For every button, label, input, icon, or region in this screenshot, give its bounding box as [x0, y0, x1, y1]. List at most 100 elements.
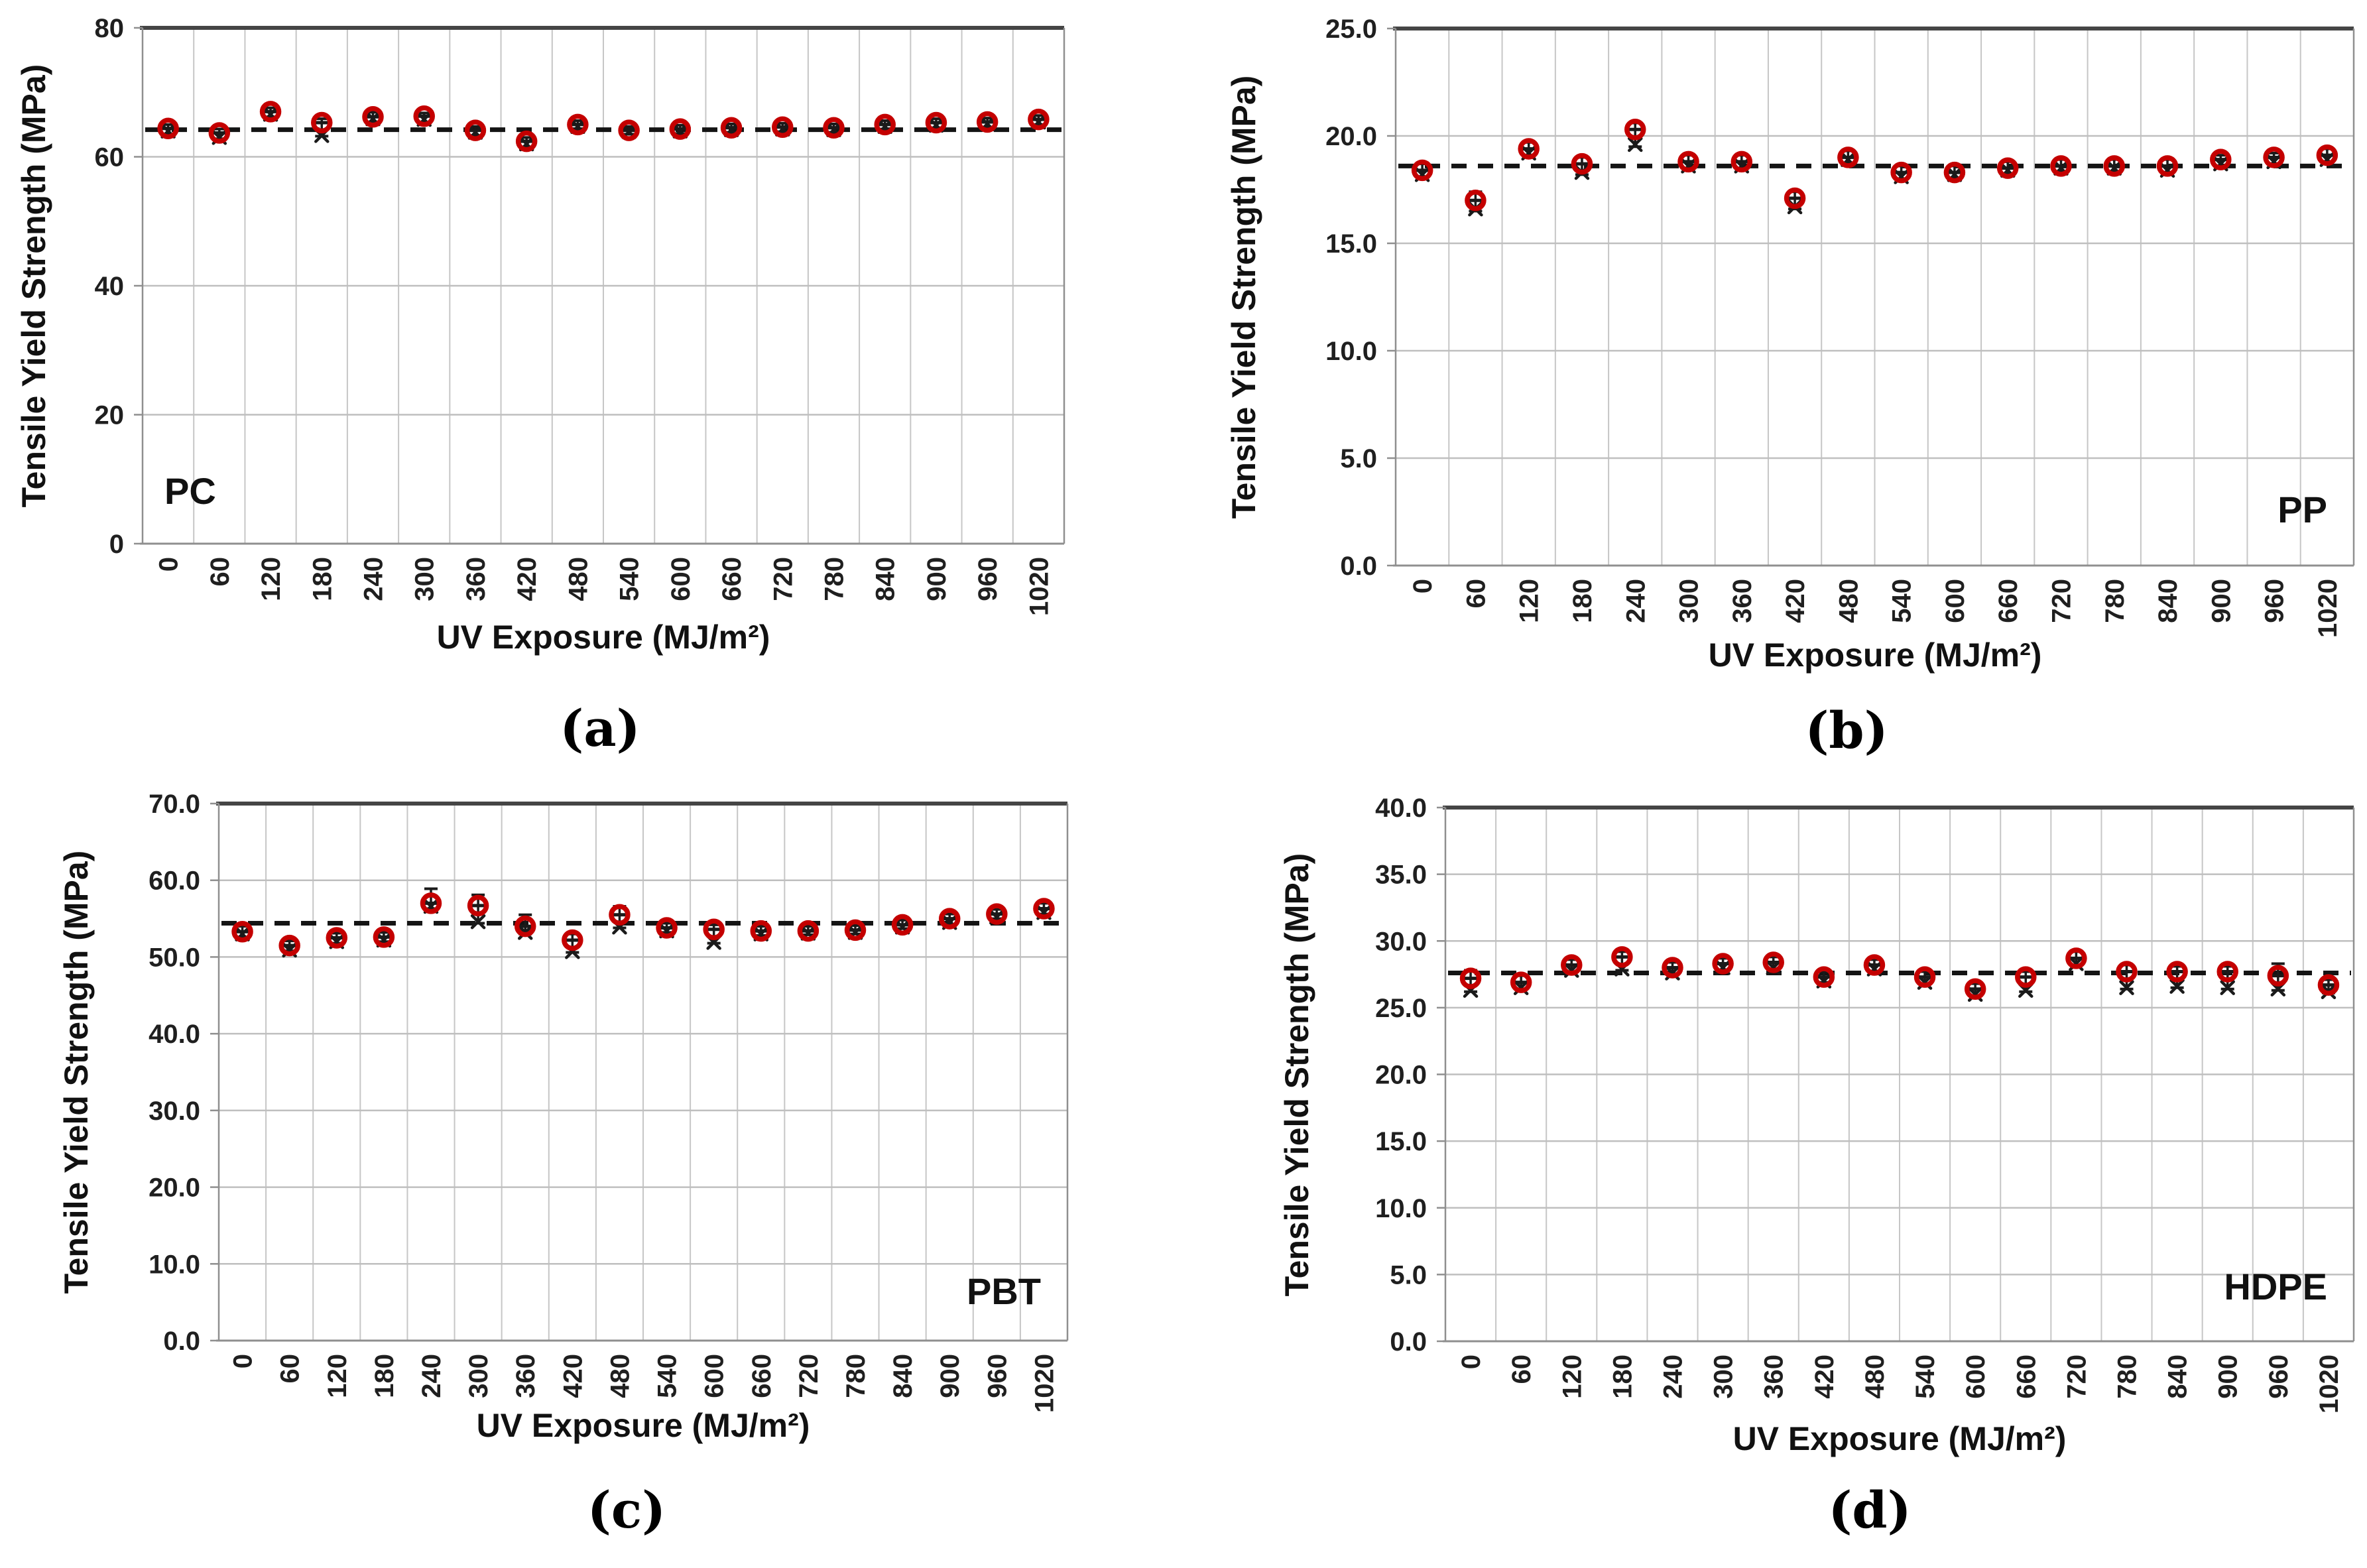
x-tick-label: 180 — [370, 1354, 399, 1398]
x-tick-label: 240 — [1659, 1355, 1688, 1399]
ring-marker — [1411, 159, 1433, 182]
x-tick-label: 840 — [2154, 579, 2183, 623]
data-point — [2216, 961, 2238, 995]
chart-c: 0.0 10.0 20.0 30.0 40.0 50.0 60.0 70.0 0 60 120 180… — [58, 790, 1069, 1539]
data-point — [1624, 119, 1646, 152]
chart-d-plot-area: 0.0 5.0 10.0 15.0 20.0 25.0 30.0 35.0 40.0 0 60 120… — [1375, 794, 2355, 1414]
ring-marker — [618, 119, 640, 141]
x-tick-label: 240 — [417, 1354, 446, 1398]
data-point — [618, 119, 640, 141]
data-point — [1964, 978, 1986, 1002]
ring-marker — [2216, 961, 2238, 983]
x-marker — [2169, 979, 2185, 994]
ring-marker — [1996, 157, 2019, 179]
data-point — [874, 113, 896, 136]
ring-marker — [609, 904, 631, 926]
data-point — [750, 920, 772, 942]
x-tick-label: 900 — [936, 1354, 965, 1398]
data-point — [1996, 157, 2019, 179]
ring-marker — [514, 915, 536, 937]
x-tick-label: 60 — [206, 557, 235, 587]
y-tick-label: 5.0 — [1390, 1260, 1427, 1290]
y-tick-label: 25.0 — [1325, 15, 1377, 44]
ring-marker — [772, 116, 794, 139]
ring-marker — [2210, 149, 2232, 170]
ring-marker — [2156, 155, 2179, 177]
y-tick-label: 70.0 — [149, 790, 200, 819]
data-point — [1712, 953, 1734, 975]
ring-marker — [2267, 965, 2289, 987]
data-point — [1813, 966, 1835, 989]
x-tick-label: 60 — [1461, 579, 1490, 609]
data-point — [656, 917, 678, 939]
ring-marker — [925, 111, 947, 134]
y-tick-label: 60.0 — [149, 867, 200, 896]
data-point — [772, 116, 794, 139]
data-point — [1863, 954, 1886, 977]
ring-marker — [1677, 151, 1699, 173]
y-tick-label: 0 — [109, 530, 124, 559]
x-tick-label: 960 — [2264, 1355, 2293, 1399]
ring-marker — [2015, 966, 2037, 988]
x-tick-label: 1020 — [1024, 557, 1054, 616]
y-tick-label: 0.0 — [163, 1327, 200, 1356]
x-tick-label: 420 — [1781, 579, 1810, 623]
y-axis-title-b: Tensile Yield Strength (MPa) — [1225, 76, 1262, 519]
data-point — [467, 893, 489, 930]
x-tick-label: 720 — [768, 557, 798, 601]
ring-marker — [2050, 155, 2072, 177]
caption-a: (a) — [560, 699, 640, 758]
data-point — [2103, 155, 2125, 177]
ring-marker — [874, 113, 896, 136]
ring-marker — [1813, 966, 1835, 988]
y-tick-label: 30.0 — [149, 1097, 200, 1126]
y-tick-label: 5.0 — [1340, 444, 1377, 473]
data-point — [1028, 108, 1050, 131]
ring-marker — [1561, 954, 1583, 976]
data-point — [823, 117, 845, 139]
data-point — [2263, 147, 2285, 170]
y-tick-label: 0.0 — [1390, 1327, 1427, 1357]
ring-marker — [976, 111, 999, 133]
ring-marker — [326, 927, 348, 949]
y-tick-label: 50.0 — [149, 943, 200, 972]
y-tick-label: 15.0 — [1325, 229, 1377, 259]
ring-marker — [567, 113, 589, 136]
y-tick-label: 60 — [95, 143, 125, 172]
ring-marker — [515, 130, 538, 152]
ring-marker — [1510, 971, 1532, 993]
ring-marker — [2116, 961, 2138, 983]
x-tick-label: 480 — [1834, 579, 1863, 623]
y-tick-label: 20 — [95, 401, 125, 430]
ring-marker — [1571, 152, 1593, 175]
data-point — [1459, 967, 1482, 998]
x-axis-title-b: UV Exposure (MJ/m²) — [1709, 636, 2042, 674]
x-tick-label: 240 — [359, 557, 389, 601]
data-point — [1837, 147, 1859, 168]
ring-marker — [823, 117, 845, 139]
data-point — [514, 913, 536, 940]
data-point — [609, 904, 631, 935]
x-tick-label: 840 — [871, 557, 900, 601]
ring-marker — [1890, 161, 1912, 184]
x-tick-label: 300 — [1675, 579, 1704, 623]
x-tick-label: 540 — [1911, 1355, 1940, 1399]
x-tick-label: 1020 — [1030, 1354, 1059, 1413]
x-tick-label: 540 — [1888, 579, 1917, 623]
ring-marker — [844, 919, 867, 941]
y-tick-label: 20.0 — [1375, 1061, 1427, 1090]
ring-marker — [157, 117, 179, 139]
x-tick-label: 840 — [888, 1354, 918, 1398]
x-tick-label: 240 — [1621, 579, 1650, 623]
data-point — [1784, 187, 1806, 215]
x-tick-label: 60 — [276, 1354, 305, 1384]
caption-d: (d) — [1828, 1480, 1911, 1539]
ring-marker — [1837, 147, 1859, 168]
x-tick-label: 900 — [2207, 579, 2236, 623]
x-tick-label: 120 — [1515, 579, 1544, 623]
y-tick-label: 10.0 — [1325, 337, 1377, 366]
ring-marker — [467, 894, 489, 917]
data-point — [515, 130, 538, 152]
ring-marker — [413, 105, 435, 127]
